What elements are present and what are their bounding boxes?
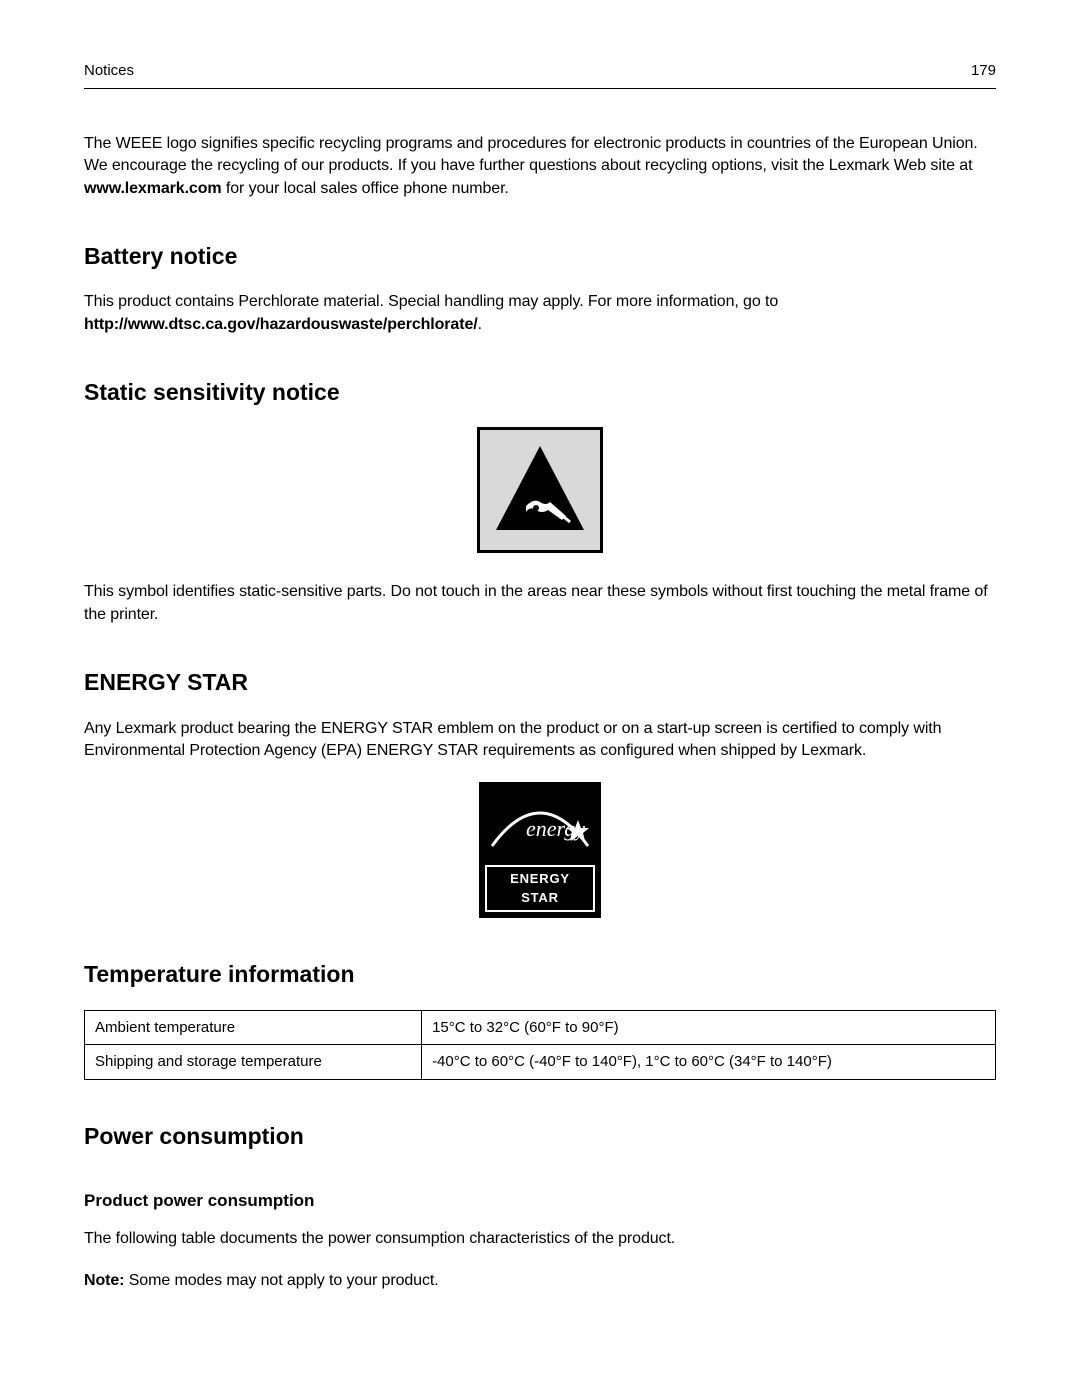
table-row: Ambient temperature 15°C to 32°C (60°F t…	[85, 1010, 996, 1045]
power-sub-heading: Product power consumption	[84, 1189, 996, 1214]
energy-star-paragraph: Any Lexmark product bearing the ENERGY S…	[84, 718, 996, 763]
battery-text-part1: This product contains Perchlorate materi…	[84, 293, 778, 310]
energy-star-block-label: ENERGY STAR	[485, 865, 595, 912]
temp-row0-label: Ambient temperature	[85, 1010, 422, 1045]
weee-text-part2: for your local sales office phone number…	[222, 180, 509, 197]
power-note-body: Some modes may not apply to your product…	[124, 1272, 438, 1289]
temperature-table: Ambient temperature 15°C to 32°C (60°F t…	[84, 1010, 996, 1081]
weee-text-part1: The WEEE logo signifies specific recycli…	[84, 135, 978, 174]
power-heading: Power consumption	[84, 1120, 996, 1153]
power-note-prefix: Note:	[84, 1272, 124, 1289]
weee-intro-paragraph: The WEEE logo signifies specific recycli…	[84, 133, 996, 200]
power-note: Note: Some modes may not apply to your p…	[84, 1270, 996, 1292]
battery-paragraph: This product contains Perchlorate materi…	[84, 291, 996, 336]
energy-star-logo: energy ENERGY STAR	[479, 782, 601, 918]
temp-row0-value: 15°C to 32°C (60°F to 90°F)	[422, 1010, 996, 1045]
temp-row1-label: Shipping and storage temperature	[85, 1045, 422, 1080]
esd-triangle-icon	[490, 440, 590, 540]
weee-url: www.lexmark.com	[84, 180, 222, 197]
power-paragraph: The following table documents the power …	[84, 1228, 996, 1250]
battery-url: http://www.dtsc.ca.gov/hazardouswaste/pe…	[84, 316, 478, 333]
esd-symbol-figure	[84, 427, 996, 553]
battery-text-part2: .	[478, 316, 482, 333]
static-paragraph: This symbol identifies static-sensitive …	[84, 581, 996, 626]
header-page-number: 179	[971, 60, 996, 82]
table-row: Shipping and storage temperature -40°C t…	[85, 1045, 996, 1080]
temp-row1-value: -40°C to 60°C (-40°F to 140°F), 1°C to 6…	[422, 1045, 996, 1080]
energy-star-logo-figure: energy ENERGY STAR	[84, 782, 996, 918]
energy-star-heading: ENERGY STAR	[84, 666, 996, 699]
header-section-label: Notices	[84, 60, 134, 82]
temperature-heading: Temperature information	[84, 958, 996, 991]
energy-star-arc-icon: energy	[486, 794, 594, 852]
esd-symbol-box	[477, 427, 603, 553]
page-header: Notices 179	[84, 60, 996, 89]
static-heading: Static sensitivity notice	[84, 376, 996, 409]
battery-heading: Battery notice	[84, 240, 996, 273]
